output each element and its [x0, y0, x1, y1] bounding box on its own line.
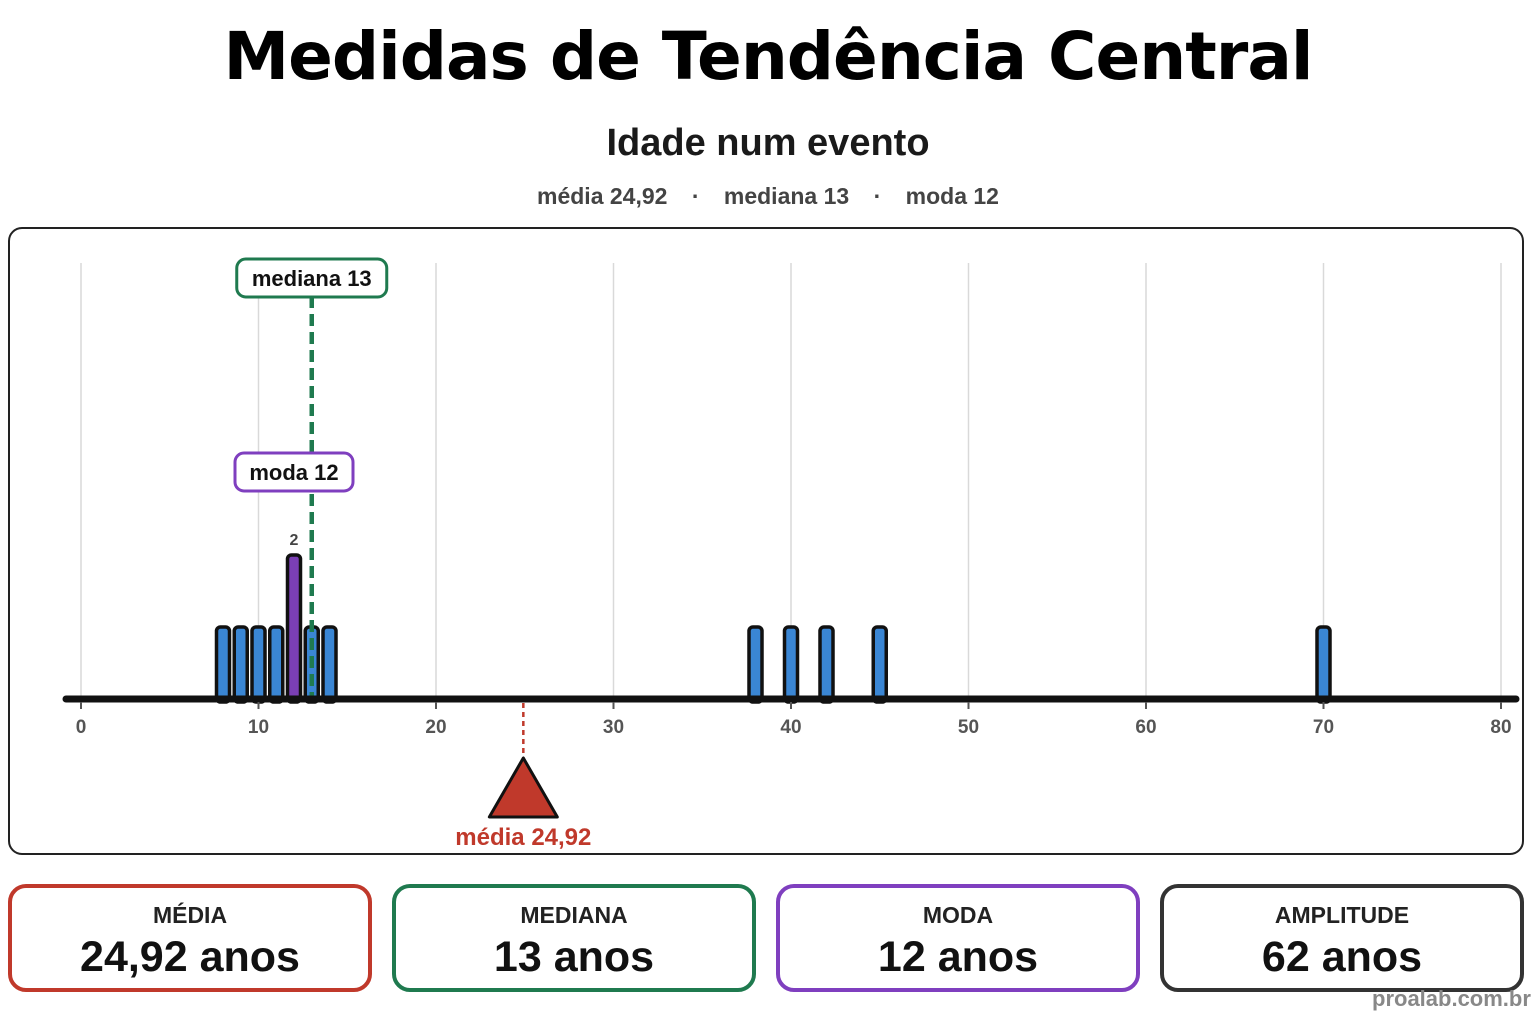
page-title: Medidas de Tendência Central — [223, 18, 1313, 95]
median-card: MEDIANA 13 anos — [392, 884, 756, 992]
mode-bar — [285, 553, 303, 704]
range-card-value: 62 anos — [1261, 933, 1423, 981]
chart-panel — [8, 227, 1524, 855]
x-tick-label: 70 — [1313, 717, 1334, 738]
mean-card-label: MÉDIA — [152, 902, 228, 928]
mean-card: MÉDIA 24,92 anos — [8, 884, 372, 992]
data-bar — [782, 625, 800, 704]
range-card-label: AMPLITUDE — [1274, 902, 1410, 928]
x-tick-label: 20 — [425, 717, 446, 738]
data-bar — [871, 625, 888, 704]
mode-card-label: MODA — [922, 902, 994, 928]
mean-card-value: 24,92 anos — [80, 933, 300, 981]
median-card-value: 13 anos — [493, 933, 655, 981]
mode-card: MODA 12 anos — [776, 884, 1140, 992]
range-card: AMPLITUDE 62 anos — [1160, 884, 1524, 992]
x-tick-label: 30 — [603, 717, 624, 738]
mode-card-value: 12 anos — [877, 933, 1039, 981]
median-marker-label: mediana 13 — [252, 266, 372, 291]
mean-marker-label: média 24,92 — [455, 824, 591, 851]
x-tick-label: 10 — [248, 717, 269, 738]
mean-triangle-marker — [487, 756, 559, 819]
mode-marker-label: moda 12 — [249, 460, 338, 485]
x-tick-label: 80 — [1490, 717, 1511, 738]
data-bar — [818, 625, 835, 704]
x-tick-label: 60 — [1135, 717, 1156, 738]
data-bar — [321, 625, 338, 704]
watermark: proalab.com.br — [1372, 986, 1531, 1011]
subtitle-separator: · — [691, 183, 700, 209]
median-marker-box — [235, 257, 389, 299]
chart-title: Idade num evento — [606, 122, 930, 164]
subtitle-mean: média 24,92 — [537, 183, 668, 209]
subtitle-mode: moda 12 — [905, 183, 999, 209]
median-card-label: MEDIANA — [520, 902, 628, 928]
data-bar — [268, 625, 285, 704]
data-bar — [250, 625, 267, 704]
chart-subtitle: média 24,92 · mediana 13 · moda 12 — [0, 183, 1536, 210]
data-bar — [232, 625, 249, 704]
data-bar — [1315, 625, 1332, 704]
data-bar — [214, 625, 232, 704]
x-tick-label: 50 — [958, 717, 979, 738]
count-label: 2 — [290, 532, 299, 549]
data-bar — [747, 625, 764, 704]
x-tick-label: 40 — [780, 717, 801, 738]
x-tick-label: 0 — [76, 717, 87, 738]
subtitle-separator: · — [873, 183, 882, 209]
subtitle-median: mediana 13 — [723, 183, 850, 209]
mode-marker-box — [233, 451, 355, 493]
